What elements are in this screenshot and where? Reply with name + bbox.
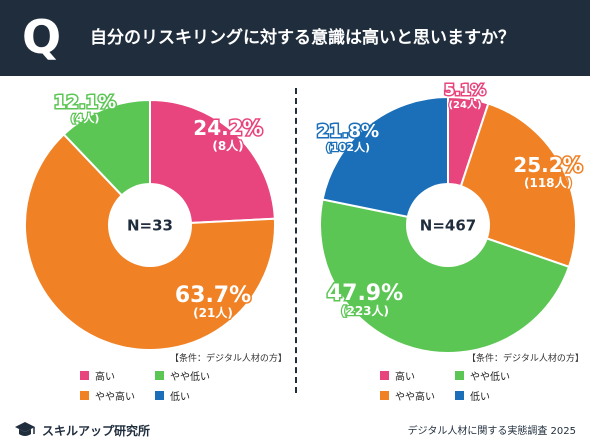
question-mark-q: Q [22,10,62,64]
legend-item-somewhat-high: やや高い [380,388,435,403]
question-text: 自分のリスキリングに対する意識は高いと思いますか？ [90,28,515,48]
legend-swatch-low [155,390,164,400]
data-label-low-1: 21.8%(102人) [315,120,380,156]
slice-low-1 [321,95,449,227]
legend-item-somewhat-low: やや低い [455,368,510,383]
legend-label: 低い [170,391,190,403]
count-label-somewhat-low-1: (223人) [341,303,389,318]
center-label-0: N=33 [127,216,173,234]
source-text: デジタル人材に関する実態調査 2025 [407,426,576,437]
legend-item-high: 高い [380,368,415,383]
percent-label-somewhat-low-0: 12.1% [54,92,116,113]
legend-label: 高い [95,371,115,383]
header-banner: Q 自分のリスキリングに対する意識は高いと思いますか？ [0,0,590,76]
percent-label-somewhat-low-1: 47.9% [327,281,403,306]
percent-label-somewhat-high-1: 25.2% [513,153,582,177]
count-label-somewhat-high-1: (118人) [524,175,572,190]
data-label-somewhat-low-1: 47.9%(223人) [325,280,404,320]
count-label-low-1: (102人) [326,140,370,154]
footer: スキルアップ研究所 デジタル人材に関する実態調査 2025 [0,412,590,447]
legend-label: やや高い [95,391,135,403]
chart-divider [295,88,297,393]
percent-label-low-1: 21.8% [317,121,379,142]
legend-label: やや高い [395,391,435,403]
donut-hole-1 [406,183,490,267]
slice-somewhat-low-1 [319,198,571,354]
legend-swatch-somewhat-high [380,390,389,400]
logo: スキルアップ研究所 [14,417,150,443]
legend-swatch-high [80,370,89,380]
legend-label: 高い [395,371,415,383]
logo-text: スキルアップ研究所 [42,423,151,438]
legend-item-somewhat-high: やや高い [80,388,135,403]
legend-item-low: 低い [455,388,490,403]
percent-label-high-0: 24.2% [193,116,262,140]
data-label-high-0: 24.2%(8人) [192,115,264,155]
legend-item-high: 高い [80,368,115,383]
count-label-somewhat-low-0: (4人) [71,111,100,125]
legend-swatch-high [380,370,389,380]
condition-note-left: 【条件：デジタル人材の方】 [170,354,287,364]
data-label-high-1: 5.1%(24人) [443,80,488,113]
data-label-somewhat-high-1: 25.2%(118人) [512,152,584,192]
percent-label-high-1: 5.1% [444,81,486,99]
data-label-somewhat-low-0: 12.1%(4人) [52,91,117,127]
condition-note-right: 【条件：デジタル人材の方】 [467,354,584,364]
data-label-somewhat-high-0: 63.7%(21人) [173,282,252,322]
count-label-somewhat-high-0: (21人) [193,305,233,320]
legend-item-somewhat-low: やや低い [155,368,210,383]
count-label-high-0: (8人) [212,138,243,153]
legend-label: 低い [470,391,490,403]
center-label-1: N=467 [420,216,476,234]
legend-swatch-somewhat-low [455,370,464,380]
legend-swatch-somewhat-high [80,390,89,400]
donut-hole-0 [108,183,192,267]
count-label-high-1: (24人) [448,98,481,111]
legend-item-low: 低い [155,388,190,403]
legend-label: やや低い [170,371,210,383]
percent-label-somewhat-high-0: 63.7% [175,283,251,308]
legend-label: やや低い [470,371,510,383]
legend-swatch-low [455,390,464,400]
legend-swatch-somewhat-low [155,370,164,380]
slice-high-0 [149,98,276,227]
graduation-cap-icon [15,422,35,436]
